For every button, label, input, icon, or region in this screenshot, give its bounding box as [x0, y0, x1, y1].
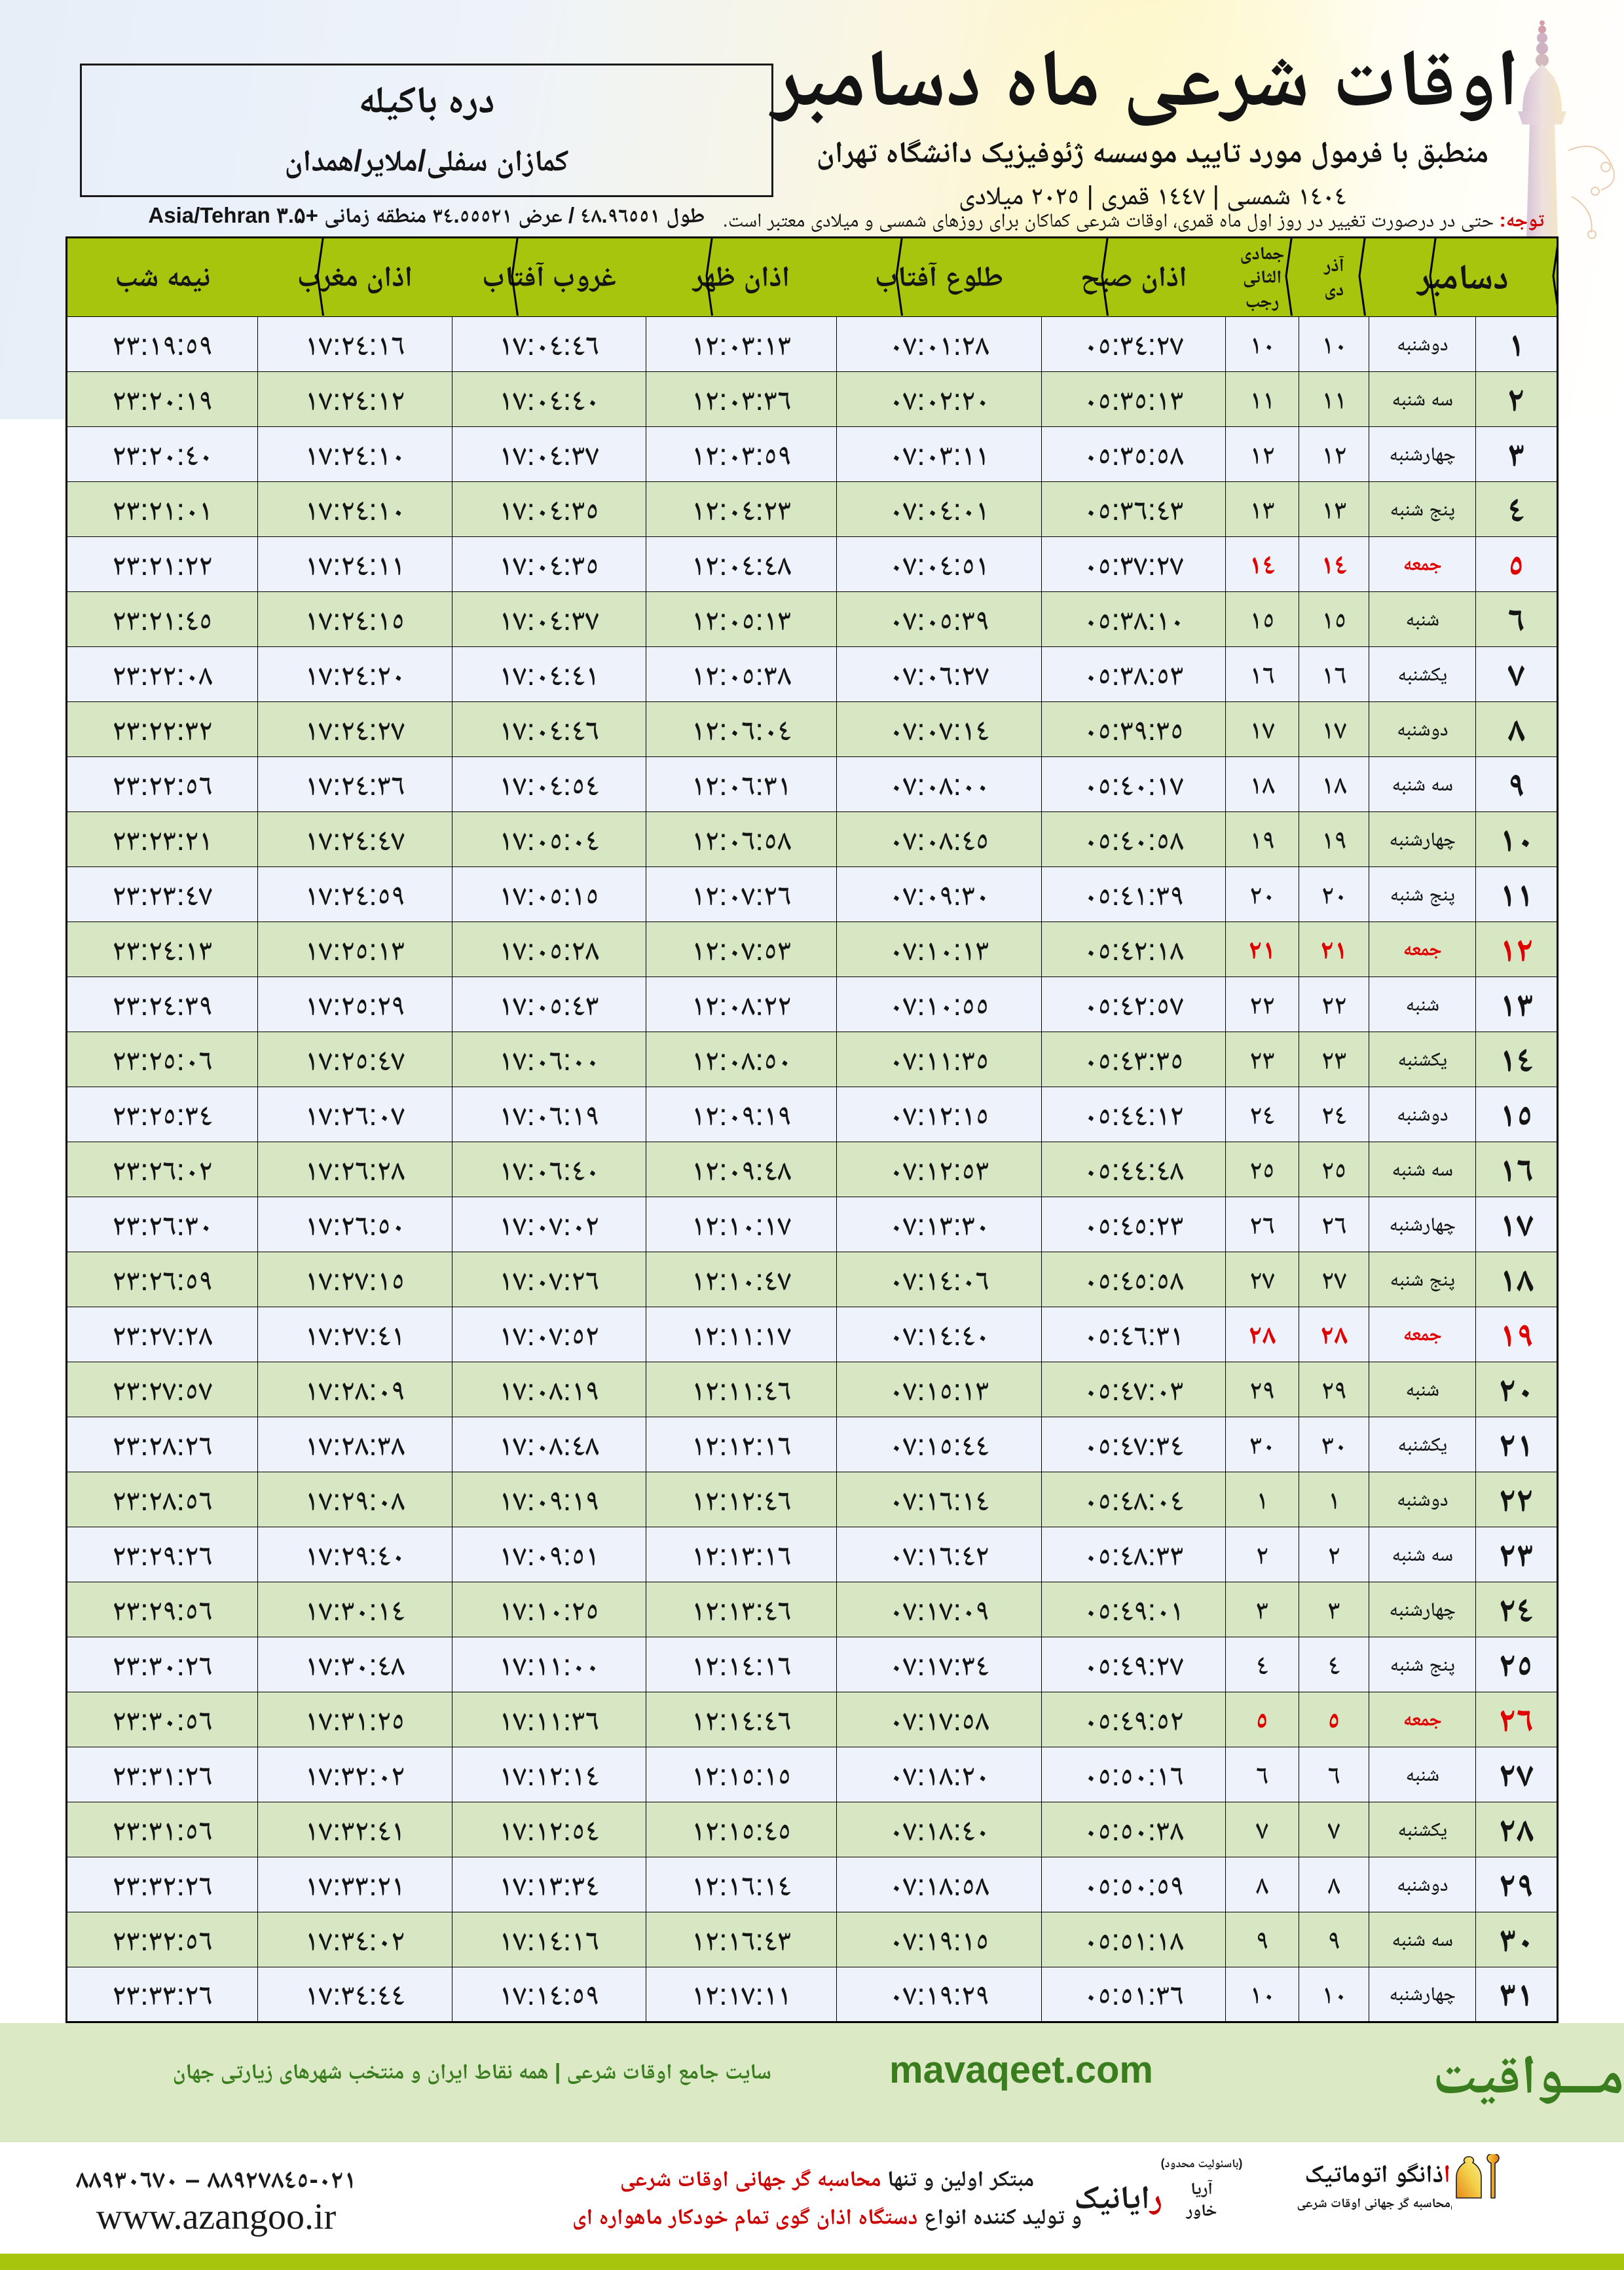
svg-text:azangoo: azangoo	[1451, 2199, 1452, 2215]
